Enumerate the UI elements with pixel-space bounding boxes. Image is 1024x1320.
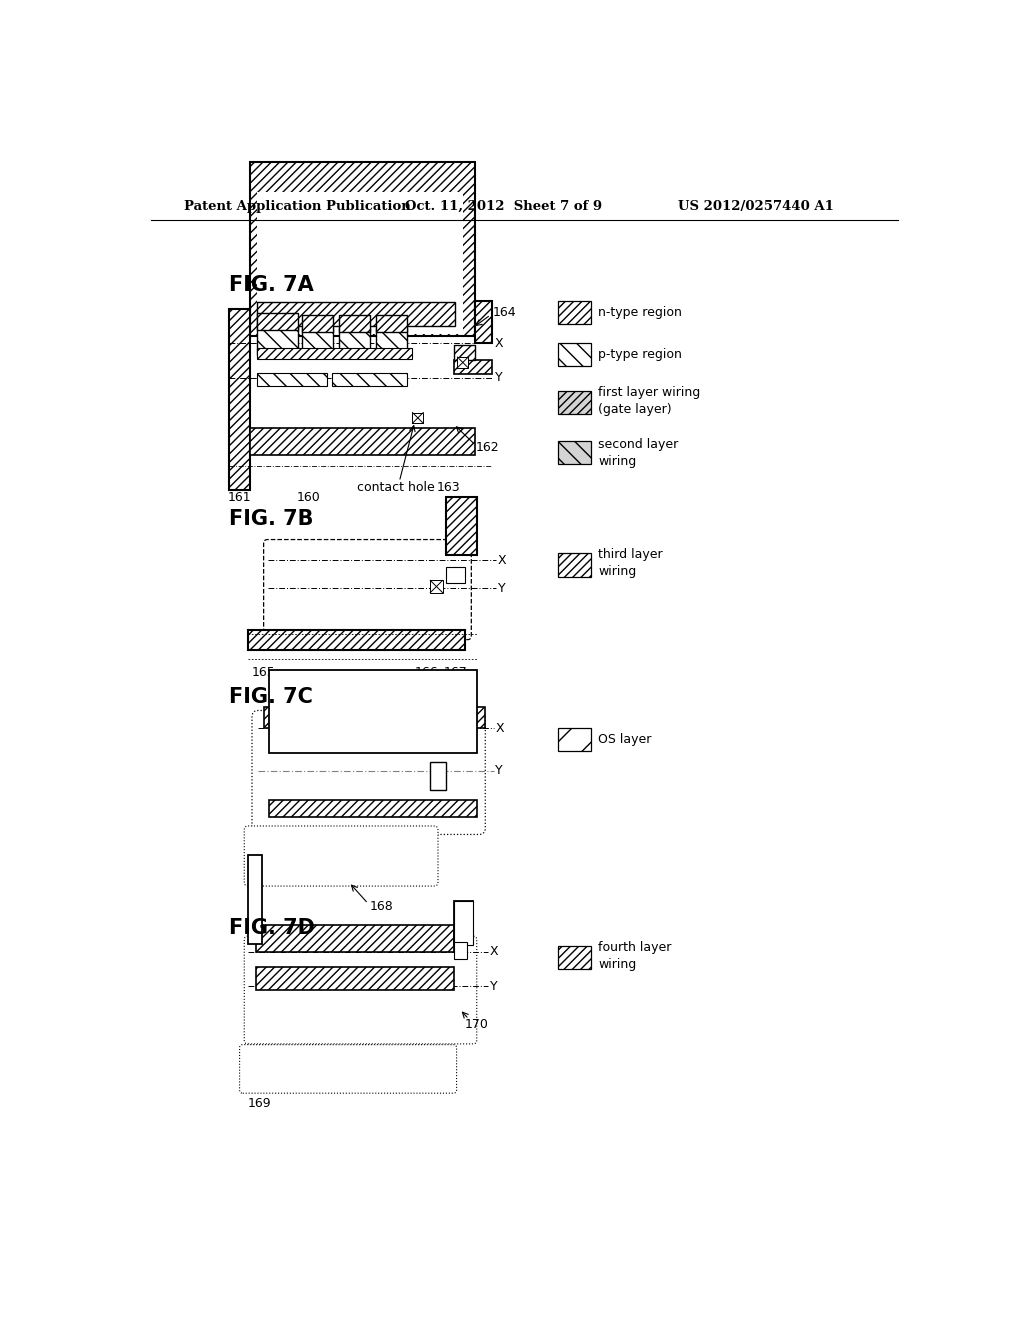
Text: Patent Application Publication: Patent Application Publication — [183, 199, 411, 213]
Bar — [339, 314, 370, 331]
Text: FIG. 7C: FIG. 7C — [228, 688, 312, 708]
Bar — [251, 162, 475, 335]
Text: 162: 162 — [476, 441, 500, 454]
Text: 161: 161 — [227, 491, 251, 504]
Bar — [302, 314, 334, 331]
Bar — [257, 313, 298, 330]
Text: 165: 165 — [252, 667, 275, 680]
Text: 163: 163 — [436, 482, 460, 495]
Bar — [248, 631, 465, 649]
Text: first layer wiring
(gate layer): first layer wiring (gate layer) — [598, 385, 700, 416]
Text: 169: 169 — [248, 1097, 271, 1110]
Bar — [454, 345, 475, 360]
Bar — [263, 706, 484, 729]
Bar — [257, 302, 455, 326]
Bar — [558, 946, 591, 969]
FancyBboxPatch shape — [263, 540, 471, 640]
Text: X: X — [489, 945, 499, 958]
Text: OS layer: OS layer — [598, 733, 652, 746]
Bar — [257, 348, 413, 359]
Bar — [475, 301, 493, 343]
Text: 167: 167 — [443, 667, 467, 680]
Text: FIG. 7D: FIG. 7D — [228, 919, 314, 939]
Bar — [454, 902, 473, 945]
Bar — [413, 413, 423, 424]
FancyBboxPatch shape — [240, 1044, 457, 1093]
Bar — [376, 314, 407, 331]
Bar — [458, 358, 468, 368]
Bar — [445, 498, 477, 554]
Bar — [445, 566, 465, 583]
Bar — [332, 374, 407, 385]
Text: 166: 166 — [415, 667, 438, 680]
Text: 168: 168 — [370, 900, 393, 913]
Bar — [558, 441, 591, 465]
Bar — [269, 669, 477, 752]
Text: Y: Y — [495, 371, 502, 384]
Bar — [257, 348, 413, 360]
Bar — [430, 762, 445, 789]
Bar — [228, 309, 251, 490]
Text: X: X — [495, 337, 503, 350]
Bar — [430, 581, 442, 593]
Bar — [256, 924, 454, 952]
Bar — [376, 327, 407, 358]
Bar — [558, 301, 591, 323]
Bar — [558, 729, 591, 751]
Text: n-type region: n-type region — [598, 306, 682, 319]
Bar — [558, 343, 591, 367]
Bar — [256, 966, 454, 990]
Bar — [257, 323, 298, 355]
Text: contact hole: contact hole — [356, 482, 434, 495]
FancyBboxPatch shape — [252, 710, 485, 834]
Bar — [558, 553, 591, 577]
Text: US 2012/0257440 A1: US 2012/0257440 A1 — [678, 199, 835, 213]
Bar — [302, 327, 334, 358]
Text: 160: 160 — [297, 491, 321, 504]
Bar — [454, 902, 473, 944]
Text: third layer
wiring: third layer wiring — [598, 548, 664, 578]
Text: Y: Y — [489, 979, 498, 993]
Text: Y: Y — [496, 764, 503, 777]
Bar — [269, 800, 477, 817]
FancyBboxPatch shape — [245, 826, 438, 886]
Bar — [445, 566, 465, 583]
Text: FIG. 7A: FIG. 7A — [228, 276, 313, 296]
Text: Oct. 11, 2012  Sheet 7 of 9: Oct. 11, 2012 Sheet 7 of 9 — [406, 199, 602, 213]
Text: 164: 164 — [493, 306, 516, 319]
Bar — [257, 191, 463, 334]
Text: fourth layer
wiring: fourth layer wiring — [598, 941, 672, 972]
Text: FIG. 7B: FIG. 7B — [228, 508, 313, 529]
Bar — [251, 428, 475, 455]
Bar — [558, 391, 591, 414]
Text: p-type region: p-type region — [598, 348, 682, 362]
Bar — [248, 855, 262, 944]
Bar — [454, 360, 493, 374]
Bar — [454, 942, 467, 960]
Text: 170: 170 — [465, 1018, 489, 1031]
Text: X: X — [496, 722, 504, 735]
Text: Y: Y — [498, 582, 505, 594]
Bar — [257, 374, 328, 385]
Text: X: X — [498, 554, 506, 566]
FancyBboxPatch shape — [245, 936, 477, 1044]
Text: second layer
wiring: second layer wiring — [598, 437, 679, 467]
Bar — [339, 327, 370, 358]
